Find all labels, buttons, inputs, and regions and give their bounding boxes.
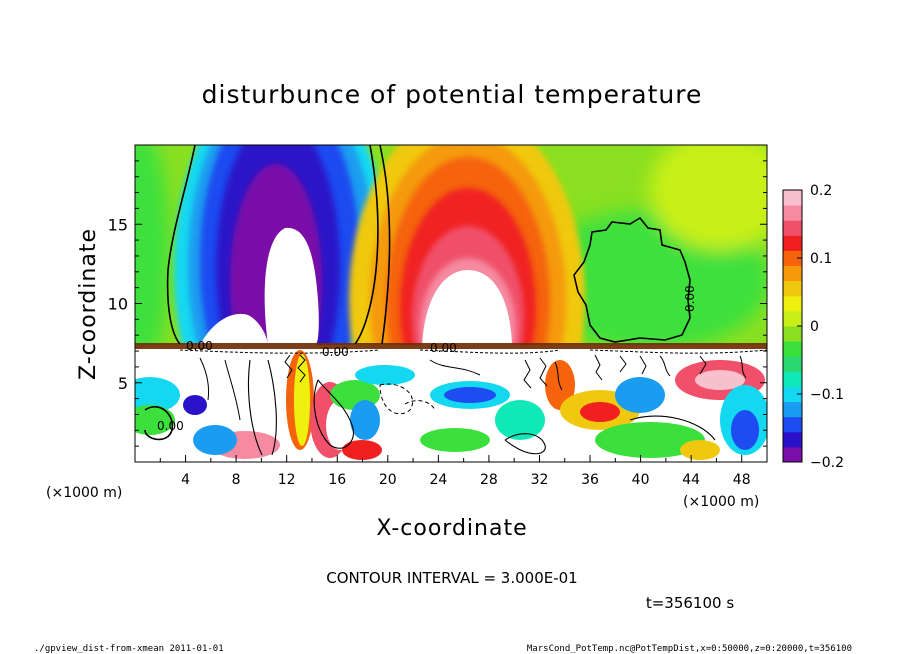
x-tick-label: 40 — [632, 472, 650, 488]
colorbar-swatch — [783, 446, 802, 463]
colorbar-swatch — [783, 190, 802, 206]
patch — [680, 440, 720, 460]
zero-contour-cold-right — [354, 145, 379, 345]
x-tick-label: 32 — [531, 472, 549, 488]
x-tick-label: 28 — [480, 472, 498, 488]
x-unit-right: (×1000 m) — [683, 494, 759, 510]
contour-label: 0.00 — [186, 339, 213, 353]
small-contours — [199, 354, 747, 421]
zero-contour-left — [166, 145, 196, 345]
x-tick-label: 4 — [181, 472, 190, 488]
x-tick-label: 36 — [581, 472, 599, 488]
colorbar-swatch — [783, 265, 802, 282]
colorbar-swatch — [783, 235, 802, 251]
patch — [135, 405, 175, 435]
x-unit-left: (×1000 m) — [46, 485, 122, 501]
colorbar-swatch — [783, 401, 802, 418]
zero-contours — [144, 145, 716, 456]
patch — [615, 377, 665, 413]
contour-label: 0.00 — [430, 341, 457, 355]
plot-area: 0.00 0.00 0.00 0.00 0.00 — [135, 145, 767, 462]
colorbar-swatch — [783, 280, 802, 297]
patch — [342, 440, 382, 460]
x-tick-label: 8 — [232, 472, 241, 488]
patch — [183, 395, 207, 415]
patch — [135, 377, 180, 413]
patch — [495, 400, 545, 440]
y-tick-label: 15 — [108, 215, 128, 234]
chart-title: disturbunce of potential temperature — [202, 80, 703, 109]
contour-label: 0.00 — [157, 419, 184, 433]
colorbar-swatch — [783, 220, 802, 236]
x-tick-label: 12 — [278, 472, 296, 488]
colorbar-swatch — [783, 250, 802, 267]
patch — [731, 410, 759, 450]
patch — [695, 370, 745, 390]
cold-core-side — [200, 313, 268, 345]
colorbar-swatch — [783, 205, 802, 221]
cold-core — [264, 227, 319, 345]
footer-right: MarsCond_PotTemp.nc@PotTempDist,x=0:5000… — [527, 644, 852, 654]
colorbar-swatch — [783, 295, 802, 312]
green-edge — [135, 145, 170, 370]
patch — [193, 425, 237, 455]
patch — [580, 402, 620, 422]
y-tick-label: 5 — [118, 374, 128, 393]
patch — [420, 428, 490, 452]
y-axis-label: Z-coordinate — [76, 228, 101, 380]
footer-left: ./gpview_dist-from-xmean 2011-01-01 — [34, 644, 224, 654]
contour-label: 0.00 — [683, 285, 697, 312]
patch — [595, 422, 705, 458]
contour-labels: 0.00 0.00 0.00 0.00 0.00 — [157, 285, 697, 433]
x-axis-label: X-coordinate — [376, 516, 527, 541]
x-tick-label: 44 — [682, 472, 700, 488]
x-tick-label: 48 — [733, 472, 751, 488]
warm-core — [422, 270, 512, 345]
colorbar-tick-label: 0.1 — [810, 251, 832, 267]
zero-contour-closed — [573, 216, 691, 343]
colorbar-swatch — [783, 386, 802, 403]
colorbar-tick-label: 0 — [810, 319, 819, 335]
colorbar — [783, 190, 802, 463]
yellow-green-patch — [650, 145, 767, 250]
colorbar-swatch — [783, 356, 802, 372]
colorbar-swatch — [783, 416, 802, 433]
interface-contours — [135, 343, 767, 354]
colorbar-swatch — [783, 310, 802, 327]
colorbar-tick-label: −0.1 — [810, 387, 844, 403]
patch — [326, 400, 354, 450]
y-axis: 5 10 15 — [108, 144, 767, 463]
zero-contour-warm-left — [379, 145, 391, 345]
patch — [294, 354, 310, 446]
colorbar-swatch — [783, 371, 802, 387]
x-axis: 4 8 12 16 20 24 28 32 36 40 44 48 — [134, 455, 768, 488]
colorbar-swatch — [783, 326, 802, 342]
contour-label: 0.00 — [322, 345, 349, 359]
patch — [355, 365, 415, 385]
x-tick-label: 24 — [429, 472, 447, 488]
colorbar-ticks: 0.2 0.1 0 −0.1 −0.2 — [797, 183, 844, 471]
colorbar-tick-label: 0.2 — [810, 183, 832, 199]
x-tick-label: 20 — [379, 472, 397, 488]
patch — [350, 400, 380, 440]
time-label: t=356100 s — [646, 594, 734, 612]
patch — [444, 387, 496, 403]
colorbar-tick-label: −0.2 — [810, 455, 844, 471]
colorbar-swatch — [783, 431, 802, 448]
x-tick-label: 16 — [328, 472, 346, 488]
contour-interval: CONTOUR INTERVAL = 3.000E-01 — [326, 569, 577, 587]
colorbar-swatch — [783, 341, 802, 357]
y-tick-label: 10 — [108, 295, 128, 314]
